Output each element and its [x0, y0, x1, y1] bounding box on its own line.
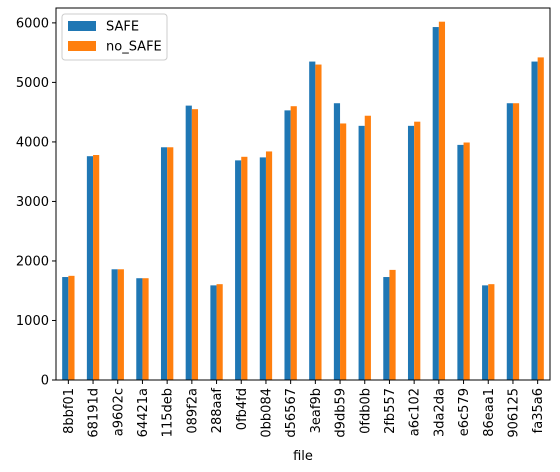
- legend-label-SAFE: SAFE: [106, 20, 139, 35]
- x-tick-label: e6c579: [457, 388, 472, 436]
- legend: SAFE no_SAFE: [62, 14, 167, 60]
- x-tick-label: 906125: [506, 388, 521, 438]
- bar-SAFE-d56567: [284, 110, 290, 380]
- bar-SAFE-e6c579: [457, 145, 463, 380]
- y-tick-label: 2000: [16, 254, 49, 269]
- bar-SAFE-0bb084: [260, 157, 266, 380]
- x-tick-label: 8bbf01: [62, 388, 77, 434]
- bar-SAFE-3eaf9b: [309, 62, 315, 380]
- bar-SAFE-0fb4fd: [235, 160, 241, 380]
- bar-no_SAFE-906125: [513, 103, 519, 380]
- bar-SAFE-906125: [507, 103, 513, 380]
- bar-no_SAFE-8bbf01: [68, 276, 74, 380]
- bar-no_SAFE-a6c102: [414, 122, 420, 380]
- x-tick-label: 64421a: [136, 388, 151, 437]
- bar-no_SAFE-fa35a6: [538, 57, 544, 380]
- bar-no_SAFE-0bb084: [266, 151, 272, 380]
- y-tick-label: 0: [41, 374, 49, 389]
- x-tick-label: 288aaf: [210, 388, 225, 434]
- bar-no_SAFE-2fb557: [389, 270, 395, 380]
- bar-no_SAFE-e6c579: [464, 143, 470, 380]
- bar-SAFE-115deb: [161, 147, 167, 380]
- x-tick-label: 0fdb0b: [358, 388, 373, 434]
- bar-SAFE-288aaf: [210, 285, 216, 380]
- x-tick-label: d9db59: [334, 388, 349, 438]
- bar-no_SAFE-3eaf9b: [315, 65, 321, 380]
- legend-swatch-SAFE: [68, 21, 96, 31]
- bar-SAFE-68191d: [87, 156, 93, 380]
- bar-no_SAFE-288aaf: [217, 284, 223, 380]
- x-axis-title: file: [293, 449, 313, 464]
- y-tick-label: 5000: [16, 76, 49, 91]
- y-tick-label: 4000: [16, 135, 49, 150]
- x-tick-label: 0bb084: [259, 388, 274, 438]
- bar-no_SAFE-d56567: [291, 106, 297, 380]
- y-tick-label: 6000: [16, 16, 49, 31]
- bar-no_SAFE-0fb4fd: [241, 157, 247, 380]
- x-tick-label: a6c102: [408, 388, 423, 436]
- plot-frame: [56, 8, 550, 380]
- bar-SAFE-a9602c: [112, 269, 118, 380]
- y-tick-label: 3000: [16, 195, 49, 210]
- x-tick-label: 3eaf9b: [309, 388, 324, 433]
- y-tick-label: 1000: [16, 314, 49, 329]
- bar-no_SAFE-3da2da: [439, 22, 445, 380]
- x-tick-label: 68191d: [87, 388, 102, 438]
- x-tick-label: 86eaa1: [482, 388, 497, 437]
- bar-SAFE-a6c102: [408, 126, 414, 380]
- bar-SAFE-d9db59: [334, 103, 340, 380]
- bar-no_SAFE-64421a: [142, 278, 148, 380]
- bar-SAFE-3da2da: [433, 27, 439, 380]
- bar-no_SAFE-115deb: [167, 147, 173, 380]
- bar-no_SAFE-089f2a: [192, 109, 198, 380]
- bar-SAFE-fa35a6: [531, 62, 537, 380]
- bar-no_SAFE-86eaa1: [488, 284, 494, 380]
- x-tick-label: 3da2da: [432, 388, 447, 437]
- bars-group: [62, 22, 544, 380]
- x-tick-label: 089f2a: [185, 388, 200, 434]
- x-tick-label: 2fb557: [383, 388, 398, 434]
- x-axis: 8bbf01 68191d a9602c 64421a 115deb 089f2a 288a…: [62, 380, 546, 438]
- y-axis: 0 1000 2000 3000 4000 5000 6000: [16, 16, 56, 388]
- bar-SAFE-8bbf01: [62, 277, 68, 380]
- bar-no_SAFE-0fdb0b: [365, 116, 371, 380]
- bar-no_SAFE-d9db59: [340, 123, 346, 380]
- x-tick-label: a9602c: [111, 388, 126, 436]
- x-tick-label: fa35a6: [531, 388, 546, 433]
- bar-SAFE-089f2a: [186, 106, 192, 380]
- legend-swatch-no_SAFE: [68, 41, 96, 51]
- x-tick-label: d56567: [284, 388, 299, 438]
- x-tick-label: 0fb4fd: [235, 388, 250, 430]
- bar-SAFE-86eaa1: [482, 285, 488, 380]
- bar-SAFE-2fb557: [383, 277, 389, 380]
- x-tick-label: 115deb: [161, 388, 176, 437]
- bar-SAFE-0fdb0b: [359, 126, 365, 380]
- bar-SAFE-64421a: [136, 278, 142, 380]
- bar-no_SAFE-68191d: [93, 155, 99, 380]
- legend-label-no_SAFE: no_SAFE: [106, 40, 162, 55]
- bar-no_SAFE-a9602c: [118, 269, 124, 380]
